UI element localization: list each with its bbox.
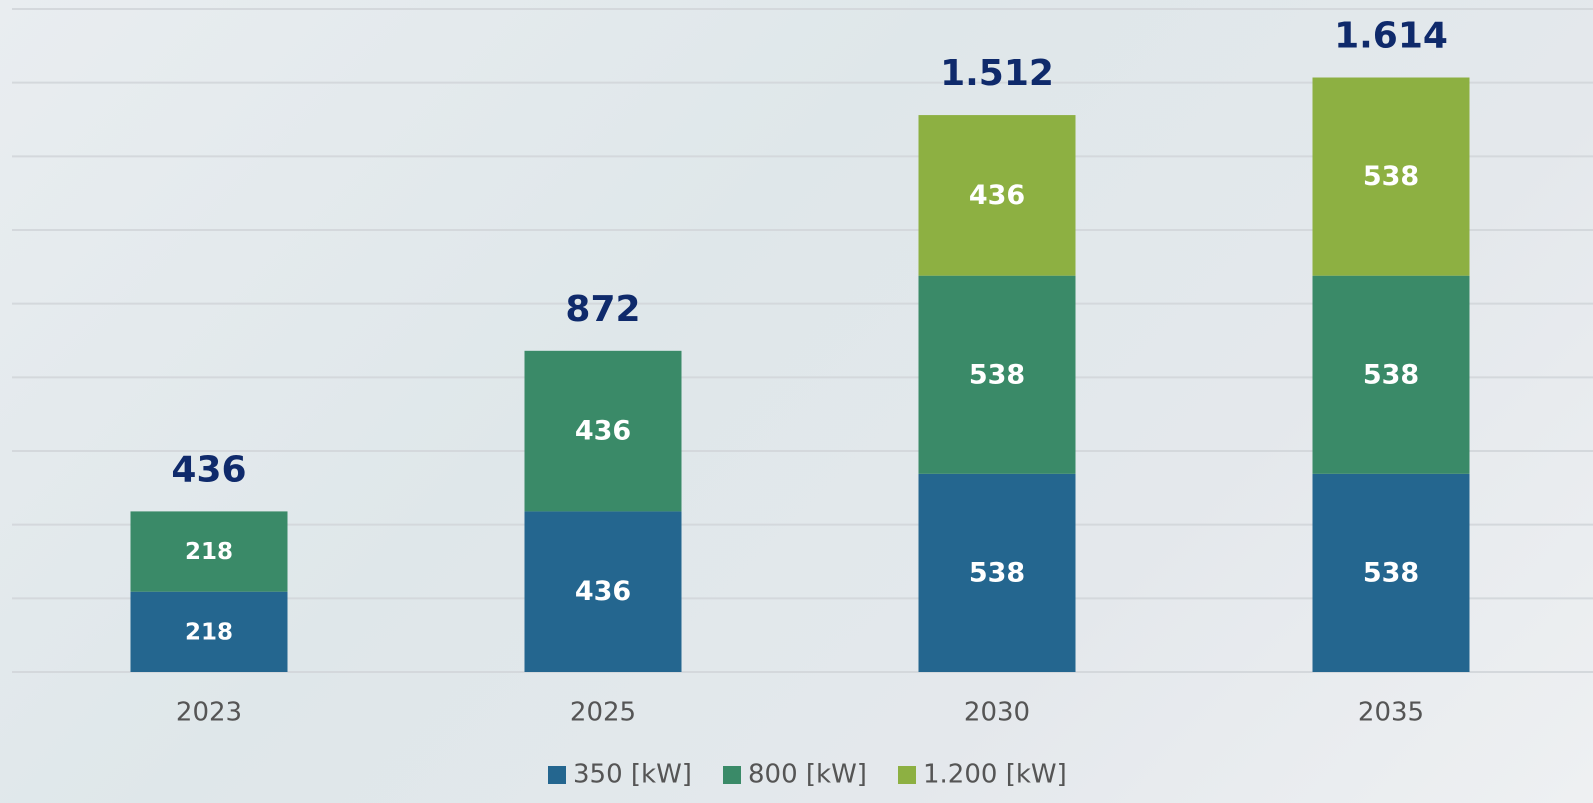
segment-label: 538 <box>1363 161 1419 192</box>
bar-segment <box>524 511 682 672</box>
total-label: 872 <box>565 289 640 330</box>
x-tick-label: 2025 <box>570 698 636 728</box>
segment-label: 218 <box>185 619 233 645</box>
total-label: 1.614 <box>1334 16 1448 57</box>
bar-segment <box>524 350 682 512</box>
legend-label: 1.200 [kW] <box>923 760 1067 790</box>
legend-swatch <box>723 766 741 784</box>
bar-segment <box>130 591 288 672</box>
segment-label: 436 <box>575 576 631 607</box>
x-tick-label: 2030 <box>964 698 1030 728</box>
legend-swatch <box>548 766 566 784</box>
legend-label: 800 [kW] <box>748 760 867 790</box>
segment-label: 218 <box>185 539 233 565</box>
segment-label: 436 <box>575 416 631 447</box>
bar-segment <box>130 511 288 592</box>
total-label: 436 <box>171 449 246 490</box>
bar-segment <box>1312 77 1470 276</box>
x-tick-label: 2035 <box>1358 698 1424 728</box>
bar-segment <box>1312 473 1470 672</box>
total-label: 1.512 <box>940 53 1054 94</box>
bar-segment <box>1312 275 1470 474</box>
bar-segment <box>918 473 1076 672</box>
legend-swatch <box>898 766 916 784</box>
segment-label: 538 <box>1363 557 1419 588</box>
segment-label: 538 <box>969 557 1025 588</box>
segment-label: 538 <box>1363 359 1419 390</box>
bar-segment <box>918 115 1076 276</box>
bar-segment <box>918 275 1076 474</box>
x-tick-label: 2023 <box>176 698 242 728</box>
segment-label: 436 <box>969 180 1025 211</box>
legend-label: 350 [kW] <box>573 760 692 790</box>
segment-label: 538 <box>969 359 1025 390</box>
